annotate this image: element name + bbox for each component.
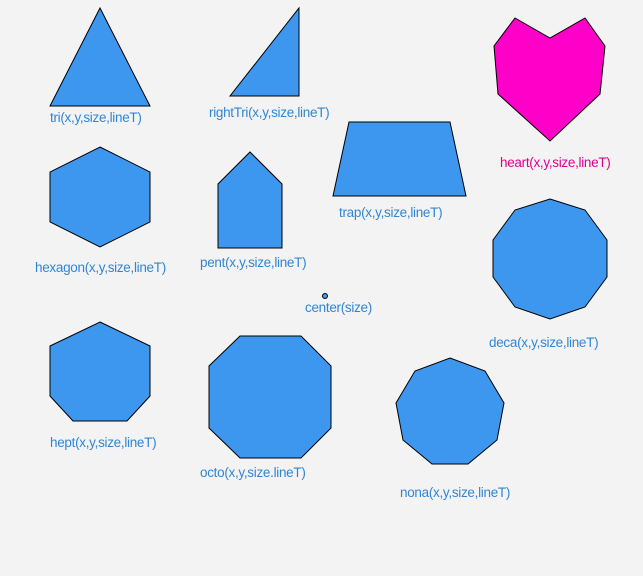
heptagon-shape — [49, 321, 151, 422]
label-nona: nona(x,y,size,lineT) — [400, 485, 510, 500]
triangle-shape — [49, 6, 151, 107]
label-center: center(size) — [305, 300, 372, 315]
pentagon-shape — [217, 151, 283, 249]
trapezoid-shape — [332, 121, 467, 197]
right-triangle-shape — [228, 6, 300, 97]
label-trap: trap(x,y,size,lineT) — [339, 205, 442, 220]
label-pent: pent(x,y,size,lineT) — [200, 255, 306, 270]
label-tri: tri(x,y,size,lineT) — [50, 110, 142, 125]
octagon-shape — [208, 335, 332, 459]
hexagon-shape — [49, 146, 151, 248]
label-octo: octo(x,y,size.lineT) — [200, 465, 306, 480]
label-hexagon: hexagon(x,y,size,lineT) — [35, 260, 166, 275]
label-deca: deca(x,y,size,lineT) — [489, 335, 598, 350]
heart-shape — [493, 17, 606, 142]
label-heart: heart(x,y,size,lineT) — [500, 155, 610, 170]
center-dot — [322, 293, 328, 299]
label-hept: hept(x,y,size,lineT) — [50, 435, 156, 450]
decagon-shape — [492, 198, 608, 320]
nonagon-shape — [395, 357, 505, 465]
label-right-tri: rightTri(x,y,size,lineT) — [209, 105, 329, 120]
